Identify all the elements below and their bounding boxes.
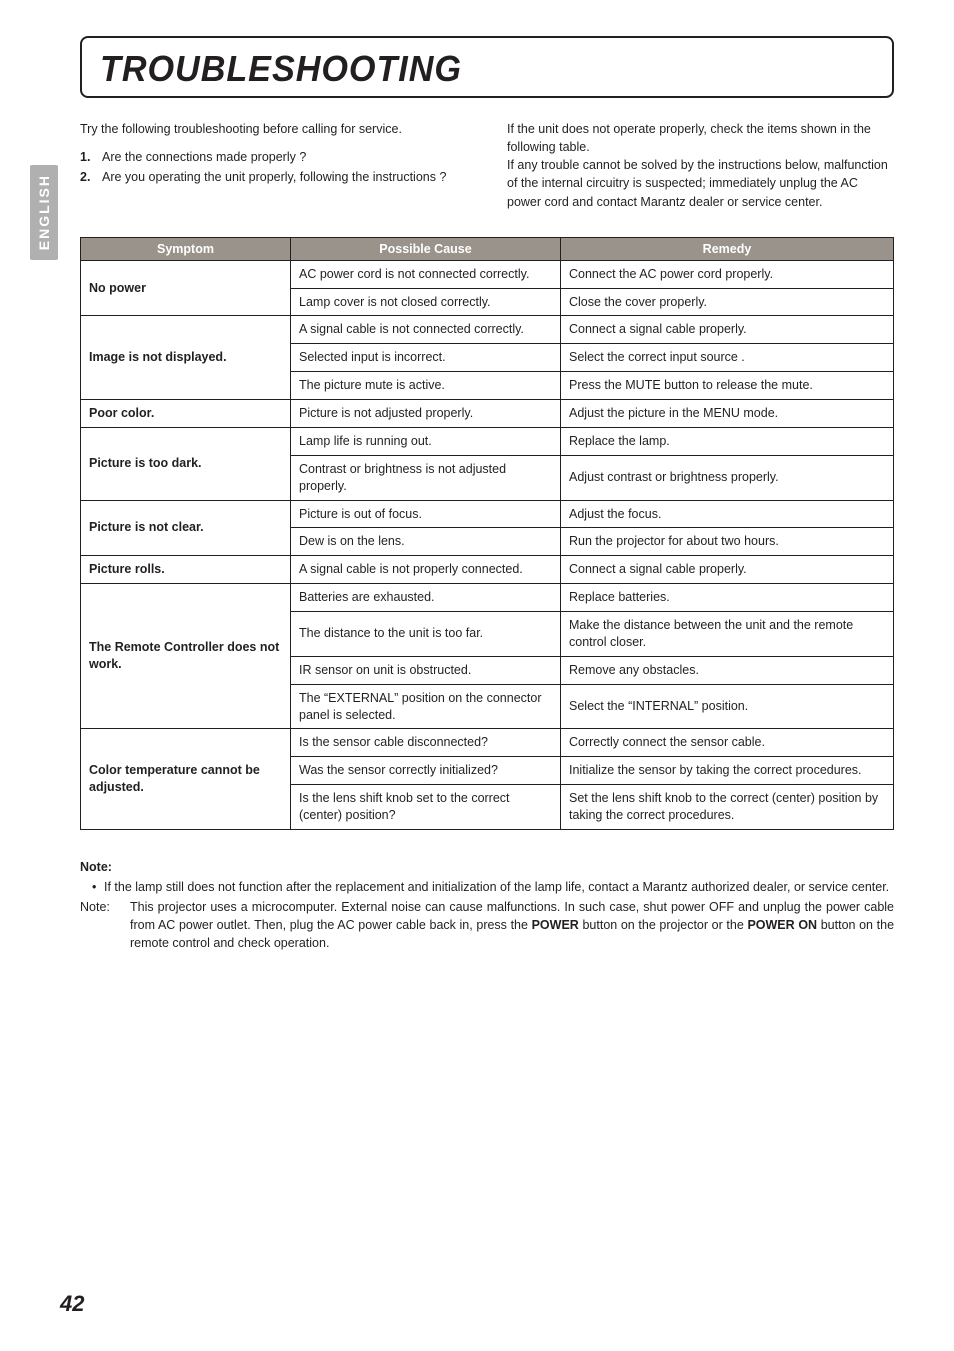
step-number: 1. [80,148,102,166]
note-2: Note: This projector uses a microcompute… [80,898,894,952]
remedy-cell: Select the correct input source . [561,344,894,372]
intro-lead: Try the following troubleshooting before… [80,120,467,138]
cause-cell: Is the lens shift knob set to the correc… [291,785,561,830]
col-symptom: Symptom [81,237,291,260]
remedy-cell: Connect a signal cable properly. [561,316,894,344]
table-row: Image is not displayed.A signal cable is… [81,316,894,344]
intro-left: Try the following troubleshooting before… [80,120,467,211]
intro-step: 2.Are you operating the unit properly, f… [80,168,467,186]
remedy-cell: Connect a signal cable properly. [561,556,894,584]
symptom-cell: Picture is too dark. [81,427,291,500]
table-row: Color temperature cannot be adjusted.Is … [81,729,894,757]
col-cause: Possible Cause [291,237,561,260]
table-row: Picture is too dark.Lamp life is running… [81,427,894,455]
note2-bold2: POWER ON [747,918,817,932]
step-text: Are you operating the unit properly, fol… [102,168,446,186]
remedy-cell: Replace batteries. [561,584,894,612]
remedy-cell: Adjust the focus. [561,500,894,528]
remedy-cell: Select the “INTERNAL” position. [561,684,894,729]
symptom-cell: No power [81,260,291,316]
remedy-cell: Make the distance between the unit and t… [561,612,894,657]
remedy-cell: Press the MUTE button to release the mut… [561,372,894,400]
note2-text: This projector uses a microcomputer. Ext… [130,898,894,952]
symptom-cell: Picture rolls. [81,556,291,584]
symptom-cell: The Remote Controller does not work. [81,584,291,729]
cause-cell: The distance to the unit is too far. [291,612,561,657]
intro-columns: Try the following troubleshooting before… [80,120,894,211]
table-header-row: Symptom Possible Cause Remedy [81,237,894,260]
table-row: No powerAC power cord is not connected c… [81,260,894,288]
table-body: No powerAC power cord is not connected c… [81,260,894,829]
notes-section: Note: If the lamp still does not functio… [80,858,894,953]
page-number: 42 [60,1291,84,1317]
cause-cell: Batteries are exhausted. [291,584,561,612]
remedy-cell: Connect the AC power cord properly. [561,260,894,288]
cause-cell: The picture mute is active. [291,372,561,400]
page-title: TROUBLESHOOTING [100,48,835,90]
cause-cell: Picture is not adjusted properly. [291,400,561,428]
cause-cell: Dew is on the lens. [291,528,561,556]
remedy-cell: Set the lens shift knob to the correct (… [561,785,894,830]
col-remedy: Remedy [561,237,894,260]
cause-cell: AC power cord is not connected correctly… [291,260,561,288]
cause-cell: Contrast or brightness is not adjusted p… [291,455,561,500]
step-number: 2. [80,168,102,186]
cause-cell: The “EXTERNAL” position on the connector… [291,684,561,729]
symptom-cell: Poor color. [81,400,291,428]
remedy-cell: Adjust contrast or brightness properly. [561,455,894,500]
table-row: The Remote Controller does not work.Batt… [81,584,894,612]
cause-cell: Picture is out of focus. [291,500,561,528]
table-row: Poor color.Picture is not adjusted prope… [81,400,894,428]
remedy-cell: Remove any obstacles. [561,656,894,684]
language-tab: ENGLISH [30,165,58,260]
cause-cell: Was the sensor correctly initialized? [291,757,561,785]
step-text: Are the connections made properly ? [102,148,306,166]
remedy-cell: Correctly connect the sensor cable. [561,729,894,757]
symptom-cell: Color temperature cannot be adjusted. [81,729,291,830]
cause-cell: Is the sensor cable disconnected? [291,729,561,757]
cause-cell: A signal cable is not connected correctl… [291,316,561,344]
cause-cell: IR sensor on unit is obstructed. [291,656,561,684]
remedy-cell: Close the cover properly. [561,288,894,316]
remedy-cell: Run the projector for about two hours. [561,528,894,556]
cause-cell: Lamp cover is not closed correctly. [291,288,561,316]
note2-mid: button on the projector or the [579,918,748,932]
notes-list: If the lamp still does not function afte… [80,878,894,896]
symptom-cell: Picture is not clear. [81,500,291,556]
cause-cell: Lamp life is running out. [291,427,561,455]
intro-right: If the unit does not operate properly, c… [507,120,894,211]
notes-heading: Note: [80,858,894,876]
troubleshooting-table: Symptom Possible Cause Remedy No powerAC… [80,237,894,830]
intro-step: 1.Are the connections made properly ? [80,148,467,166]
cause-cell: A signal cable is not properly connected… [291,556,561,584]
title-box: TROUBLESHOOTING [80,36,894,98]
page-content: TROUBLESHOOTING Try the following troubl… [0,0,954,953]
remedy-cell: Replace the lamp. [561,427,894,455]
table-row: Picture rolls.A signal cable is not prop… [81,556,894,584]
remedy-cell: Adjust the picture in the MENU mode. [561,400,894,428]
note2-bold1: POWER [532,918,579,932]
note2-label: Note: [80,898,130,952]
symptom-cell: Image is not displayed. [81,316,291,400]
intro-steps: 1.Are the connections made properly ? 2.… [80,148,467,186]
note-bullet: If the lamp still does not function afte… [92,878,894,896]
remedy-cell: Initialize the sensor by taking the corr… [561,757,894,785]
intro-right-p1: If the unit does not operate properly, c… [507,120,894,156]
cause-cell: Selected input is incorrect. [291,344,561,372]
language-tab-label: ENGLISH [36,174,52,250]
intro-right-p2: If any trouble cannot be solved by the i… [507,156,894,210]
table-row: Picture is not clear.Picture is out of f… [81,500,894,528]
